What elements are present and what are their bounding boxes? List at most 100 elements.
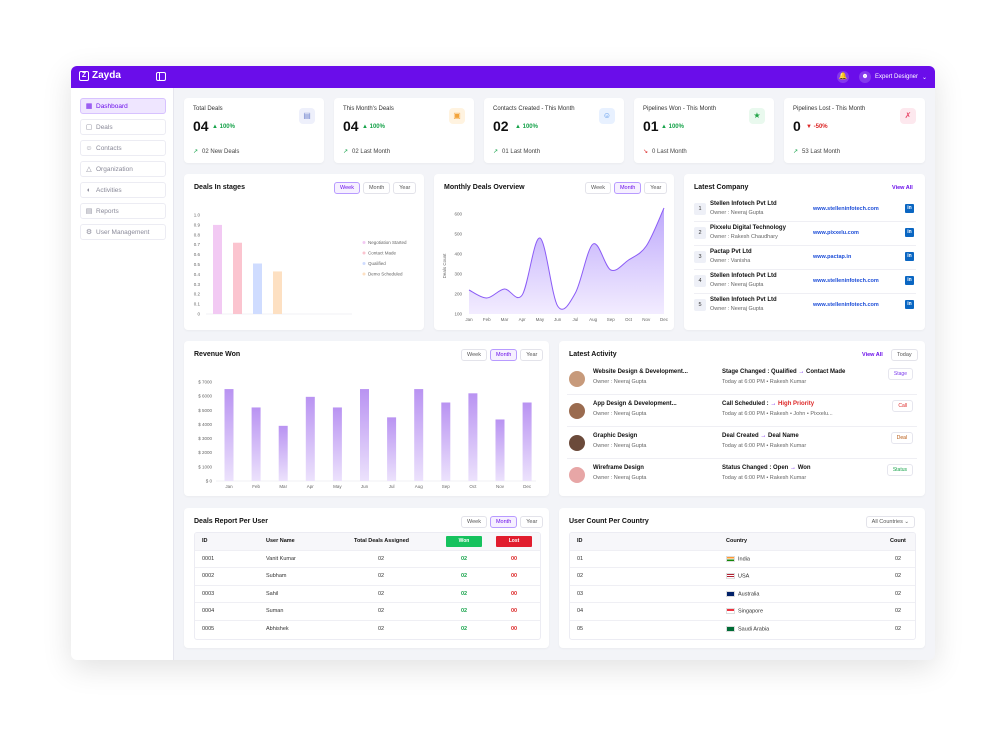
chevron-down-icon: ⌄ bbox=[904, 519, 909, 525]
company-row[interactable]: 4 Stellen Infotech Pvt Ltd Owner : Neera… bbox=[694, 270, 916, 294]
bar bbox=[495, 419, 505, 481]
company-name: Pixxelu Digital Technology bbox=[710, 225, 786, 231]
table-row[interactable]: 02 USA 02 bbox=[570, 568, 915, 586]
linkedin-icon[interactable]: in bbox=[905, 300, 914, 309]
bell-icon[interactable]: 🔔 bbox=[837, 71, 849, 83]
table-header: ID User Name Total Deals Assigned Won Lo… bbox=[195, 533, 540, 551]
bar bbox=[332, 407, 342, 481]
table-row[interactable]: 0001 Vanit Kumar 02 02 00 bbox=[195, 551, 540, 569]
logo-icon: Z bbox=[79, 70, 89, 81]
linkedin-icon[interactable]: in bbox=[905, 204, 914, 213]
app-logo[interactable]: Z Zayda bbox=[79, 70, 121, 81]
activity-status: Stage Changed : Qualified → Contact Made bbox=[722, 369, 845, 375]
cell-lost: 00 bbox=[511, 625, 518, 632]
stat-title: Pipelines Lost - This Month bbox=[793, 106, 866, 112]
x-tick-label: Mar bbox=[501, 317, 509, 322]
period-week[interactable]: Week bbox=[334, 182, 360, 194]
x-tick-label: Jun bbox=[361, 484, 369, 489]
bar bbox=[233, 242, 242, 314]
status-to: Won bbox=[797, 465, 811, 471]
company-row[interactable]: 3 Pactap Pvt Ltd Owner : Vanisha www.pac… bbox=[694, 246, 916, 270]
view-all-link[interactable]: View All bbox=[892, 185, 913, 191]
activity-row[interactable]: Graphic Design Owner : Neeraj Gupta Deal… bbox=[567, 427, 917, 459]
stat-change-value: 100% bbox=[219, 124, 235, 130]
revenue-won-card: Revenue Won Week Month Year $ 7000 $ 6000… bbox=[184, 341, 549, 496]
table-row[interactable]: 0002 Subham 02 02 00 bbox=[195, 568, 540, 586]
company-row[interactable]: 2 Pixxelu Digital Technology Owner : Rak… bbox=[694, 222, 916, 246]
company-row[interactable]: 5 Stellen Infotech Pvt Ltd Owner : Neera… bbox=[694, 294, 916, 318]
x-tick-label: Feb bbox=[483, 317, 491, 322]
series-line bbox=[468, 207, 665, 310]
latest-activity-card: Latest Activity View All Today Website D… bbox=[559, 341, 925, 496]
table-row[interactable]: 0003 Sahil 02 02 00 bbox=[195, 586, 540, 604]
cell-name: Abhishek bbox=[266, 625, 289, 632]
cell-country: India bbox=[726, 555, 750, 562]
period-year[interactable]: Year bbox=[520, 349, 544, 361]
sidebar-item-deals[interactable]: ▢ Deals bbox=[80, 119, 166, 135]
view-all-link[interactable]: View All bbox=[862, 352, 883, 358]
stat-title: This Month's Deals bbox=[343, 106, 394, 112]
today-filter: Today bbox=[891, 349, 918, 361]
company-row[interactable]: 1 Stellen Infotech Pvt Ltd Owner : Neera… bbox=[694, 198, 916, 222]
activity-row[interactable]: Website Design & Development... Owner : … bbox=[567, 363, 917, 395]
period-week[interactable]: Week bbox=[585, 182, 611, 194]
period-week[interactable]: Week bbox=[461, 516, 487, 528]
table-row[interactable]: 05 Saudi Arabia 02 bbox=[570, 621, 915, 639]
calendar-icon: ▣ bbox=[449, 108, 465, 124]
sidebar-item-dashboard[interactable]: ▦ Dashboard bbox=[80, 98, 166, 114]
table-row[interactable]: 01 India 02 bbox=[570, 551, 915, 569]
period-month[interactable]: Month bbox=[489, 516, 518, 528]
period-year[interactable]: Year bbox=[520, 516, 544, 528]
sidebar-item-user-management[interactable]: ⚙ User Management bbox=[80, 224, 166, 240]
company-url[interactable]: www.stelleninfotech.com bbox=[813, 302, 879, 308]
linkedin-icon[interactable]: in bbox=[905, 276, 914, 285]
linkedin-icon[interactable]: in bbox=[905, 228, 914, 237]
country-name: Australia bbox=[738, 591, 760, 598]
cell-lost: 00 bbox=[511, 573, 518, 580]
table-row[interactable]: 04 Singapore 02 bbox=[570, 603, 915, 621]
cell-lost: 00 bbox=[511, 590, 518, 597]
linkedin-icon[interactable]: in bbox=[905, 252, 914, 261]
period-switch: Week Month Year bbox=[461, 349, 544, 361]
stat-value: 01 bbox=[643, 118, 659, 134]
period-week[interactable]: Week bbox=[461, 349, 487, 361]
company-url[interactable]: www.stelleninfotech.com bbox=[813, 206, 879, 212]
stat-value: 04 bbox=[343, 118, 359, 134]
sidebar-item-contacts[interactable]: ☺ Contacts bbox=[80, 140, 166, 156]
activity-title: Website Design & Development... bbox=[593, 369, 688, 375]
stat-change: ▲ 100% bbox=[661, 124, 684, 130]
cell-name: Sahil bbox=[266, 590, 279, 597]
sidebar-item-reports[interactable]: ▤ Reports bbox=[80, 203, 166, 219]
sidebar-item-organization[interactable]: △ Organization bbox=[80, 161, 166, 177]
report-icon: ▤ bbox=[85, 208, 93, 215]
col-count: Count bbox=[890, 538, 906, 544]
period-month[interactable]: Month bbox=[613, 182, 642, 194]
activity-row[interactable]: App Design & Development... Owner : Neer… bbox=[567, 395, 917, 427]
trend-up-icon: ↗ bbox=[493, 149, 499, 155]
user-menu[interactable]: ☻ Expert Designer ⌄ bbox=[859, 71, 927, 83]
bar bbox=[360, 389, 369, 481]
company-url[interactable]: www.pixxelu.com bbox=[813, 230, 859, 236]
period-year[interactable]: Year bbox=[393, 182, 417, 194]
activity-row[interactable]: Wireframe Design Owner : Neeraj Gupta St… bbox=[567, 459, 917, 491]
company-url[interactable]: www.pactap.in bbox=[813, 254, 852, 260]
cell-total: 02 bbox=[378, 590, 385, 597]
table-row[interactable]: 03 Australia 02 bbox=[570, 586, 915, 604]
period-year[interactable]: Year bbox=[644, 182, 668, 194]
company-url[interactable]: www.stelleninfotech.com bbox=[813, 278, 879, 284]
cell-id: 0004 bbox=[202, 608, 215, 615]
activity-status: Call Scheduled : → High Priority bbox=[722, 401, 814, 407]
sidebar-item-activities[interactable]: ◐ Activities bbox=[80, 182, 166, 198]
today-button[interactable]: Today bbox=[891, 349, 918, 361]
country-dropdown[interactable]: All Countries ⌄ bbox=[865, 516, 915, 528]
sidebar-toggle-icon[interactable] bbox=[156, 72, 166, 81]
table-row[interactable]: 0004 Suman 02 02 00 bbox=[195, 603, 540, 621]
table-row[interactable]: 0005 Abhishek 02 02 00 bbox=[195, 621, 540, 639]
bar bbox=[522, 402, 532, 481]
period-month[interactable]: Month bbox=[489, 349, 518, 361]
y-tick-label: 500 bbox=[454, 232, 462, 237]
col-user-name: User Name bbox=[266, 538, 295, 544]
cell-id: 04 bbox=[577, 608, 584, 615]
activity-detail: Today at 6:00 PM • Rakesh • John • Pixxe… bbox=[722, 411, 833, 417]
period-month[interactable]: Month bbox=[362, 182, 391, 194]
